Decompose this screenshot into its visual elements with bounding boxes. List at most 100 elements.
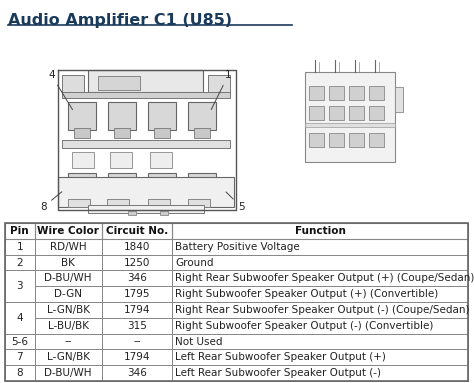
Text: --: --: [64, 337, 72, 347]
Bar: [208, 75, 230, 95]
Bar: [74, 193, 90, 202]
Text: 5: 5: [226, 192, 245, 212]
Bar: [194, 193, 210, 202]
Text: 3: 3: [17, 281, 23, 291]
Bar: [5, 334, 35, 349]
Bar: [5, 223, 35, 239]
Text: --: --: [133, 337, 141, 347]
Text: D-BU/WH: D-BU/WH: [44, 273, 92, 283]
Text: Pin: Pin: [10, 226, 29, 236]
Text: L-GN/BK: L-GN/BK: [46, 352, 90, 362]
Bar: [369, 106, 384, 120]
Text: Left Rear Subwoofer Speaker Output (-): Left Rear Subwoofer Speaker Output (-): [175, 368, 382, 378]
Bar: [62, 201, 230, 206]
Bar: [35, 223, 101, 239]
Bar: [101, 318, 173, 334]
Text: 8: 8: [40, 192, 62, 212]
Text: L-BU/BK: L-BU/BK: [47, 321, 89, 331]
Bar: [114, 128, 130, 138]
Bar: [62, 140, 230, 148]
Text: 4: 4: [17, 313, 23, 323]
Bar: [5, 270, 35, 302]
Bar: [101, 334, 173, 349]
Bar: [58, 177, 234, 207]
Text: BK: BK: [61, 257, 75, 267]
Bar: [173, 239, 468, 255]
Bar: [68, 102, 96, 130]
Bar: [128, 211, 136, 215]
Bar: [5, 255, 35, 270]
Text: D-BU/WH: D-BU/WH: [44, 368, 92, 378]
Bar: [309, 106, 324, 120]
Text: 4: 4: [48, 70, 73, 110]
Bar: [305, 72, 395, 162]
Bar: [309, 86, 324, 100]
Text: Right Rear Subwoofer Speaker Output (-) (Coupe/Sedan): Right Rear Subwoofer Speaker Output (-) …: [175, 305, 470, 315]
Bar: [349, 106, 364, 120]
Bar: [5, 349, 35, 365]
Bar: [68, 173, 96, 195]
Bar: [173, 334, 468, 349]
Bar: [150, 152, 172, 168]
Bar: [194, 128, 210, 138]
Bar: [101, 286, 173, 302]
Text: 346: 346: [127, 368, 147, 378]
Bar: [5, 239, 35, 255]
Bar: [160, 211, 168, 215]
Bar: [62, 92, 230, 98]
Text: 1795: 1795: [124, 289, 150, 299]
Text: 1794: 1794: [124, 305, 150, 315]
Text: 1794: 1794: [124, 352, 150, 362]
Text: 346: 346: [127, 273, 147, 283]
Bar: [101, 365, 173, 381]
Bar: [35, 302, 101, 318]
Bar: [309, 133, 324, 147]
Bar: [173, 255, 468, 270]
Bar: [349, 133, 364, 147]
Bar: [173, 349, 468, 365]
Bar: [101, 302, 173, 318]
Bar: [395, 87, 403, 112]
Text: Circuit No.: Circuit No.: [106, 226, 168, 236]
Bar: [101, 255, 173, 270]
Bar: [148, 199, 170, 207]
Text: 5-6: 5-6: [11, 337, 28, 347]
Bar: [62, 75, 84, 95]
Text: 8: 8: [17, 368, 23, 378]
Bar: [35, 318, 101, 334]
Bar: [35, 239, 101, 255]
Bar: [154, 128, 170, 138]
Text: Function: Function: [295, 226, 346, 236]
Text: 1840: 1840: [124, 242, 150, 252]
Bar: [5, 223, 468, 381]
Text: Right Subwoofer Speaker Output (-) (Convertible): Right Subwoofer Speaker Output (-) (Conv…: [175, 321, 434, 331]
Bar: [114, 193, 130, 202]
Text: 1250: 1250: [124, 257, 150, 267]
Bar: [305, 123, 395, 127]
Bar: [101, 223, 173, 239]
Text: Audio Amplifier C1 (U85): Audio Amplifier C1 (U85): [8, 13, 232, 28]
Bar: [329, 106, 344, 120]
Bar: [74, 128, 90, 138]
Bar: [88, 70, 203, 92]
Bar: [154, 193, 170, 202]
Bar: [173, 302, 468, 318]
Bar: [107, 199, 129, 207]
Text: Ground: Ground: [175, 257, 214, 267]
Bar: [5, 302, 35, 334]
Bar: [101, 239, 173, 255]
Bar: [35, 349, 101, 365]
Bar: [173, 286, 468, 302]
Text: 315: 315: [127, 321, 147, 331]
Bar: [173, 223, 468, 239]
Bar: [68, 199, 90, 207]
Bar: [101, 270, 173, 286]
Text: Right Rear Subwoofer Speaker Output (+) (Coupe/Sedan): Right Rear Subwoofer Speaker Output (+) …: [175, 273, 474, 283]
Bar: [35, 270, 101, 286]
Bar: [110, 152, 132, 168]
Bar: [188, 173, 216, 195]
Bar: [188, 199, 210, 207]
Text: Right Subwoofer Speaker Output (+) (Convertible): Right Subwoofer Speaker Output (+) (Conv…: [175, 289, 439, 299]
Text: Wire Color: Wire Color: [37, 226, 99, 236]
Text: Left Rear Subwoofer Speaker Output (+): Left Rear Subwoofer Speaker Output (+): [175, 352, 386, 362]
